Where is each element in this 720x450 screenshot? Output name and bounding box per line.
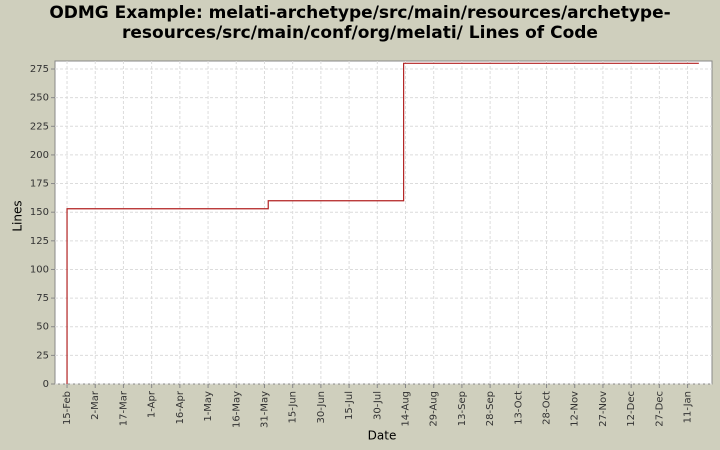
x-tick-label: 14-Aug (401, 391, 412, 427)
y-tick-label: 250 (30, 93, 49, 104)
x-tick-label: 13-Sep (457, 391, 468, 426)
x-tick-label: 12-Dec (626, 391, 637, 427)
y-tick-label: 225 (30, 121, 49, 132)
x-tick-label: 28-Oct (542, 391, 553, 425)
x-tick-label: 16-Apr (175, 390, 186, 424)
y-tick-label: 175 (30, 179, 49, 190)
x-tick-label: 15-Jul (344, 391, 355, 420)
y-tick-label: 25 (36, 350, 49, 361)
line (66, 62, 699, 384)
x-tick-label: 28-Sep (485, 391, 496, 426)
x-tick-label: 17-Mar (118, 390, 129, 426)
plot-area (54, 60, 713, 385)
x-tick-label: 13-Oct (513, 391, 524, 425)
y-tick-label: 50 (36, 322, 49, 333)
x-tick-label: 29-Aug (429, 391, 440, 427)
x-tick-label: 27-Dec (654, 391, 665, 427)
x-tick-label: 15-Feb (62, 391, 73, 425)
x-tick-label: 11-Jan (683, 391, 694, 423)
x-tick-label: 31-May (259, 391, 270, 428)
x-tick-label: 16-May (231, 391, 242, 428)
x-axis-title: Date (368, 429, 397, 443)
y-tick-label: 275 (30, 64, 49, 75)
x-tick-label: 1-May (203, 391, 214, 422)
y-tick-label: 0 (43, 379, 49, 390)
x-tick-label: 30-Jul (372, 391, 383, 420)
y-tick-label: 150 (30, 207, 49, 218)
y-tick-label: 125 (30, 236, 49, 247)
chart-title: resources/src/main/conf/org/melati/ Line… (122, 23, 598, 43)
x-tick-label: 1-Apr (147, 390, 158, 418)
x-tick-label: 12-Nov (570, 391, 581, 427)
y-tick-label: 200 (30, 150, 49, 161)
x-tick-label: 2-Mar (90, 390, 101, 420)
y-tick-label: 75 (36, 293, 49, 304)
x-tick-label: 27-Nov (598, 391, 609, 427)
x-tick-label: 15-Jun (288, 391, 299, 424)
x-tick-label: 30-Jun (316, 391, 327, 424)
chart-title: ODMG Example: melati-archetype/src/main/… (49, 3, 670, 23)
y-tick-label: 100 (30, 264, 49, 275)
y-axis-title: Lines (11, 200, 25, 231)
